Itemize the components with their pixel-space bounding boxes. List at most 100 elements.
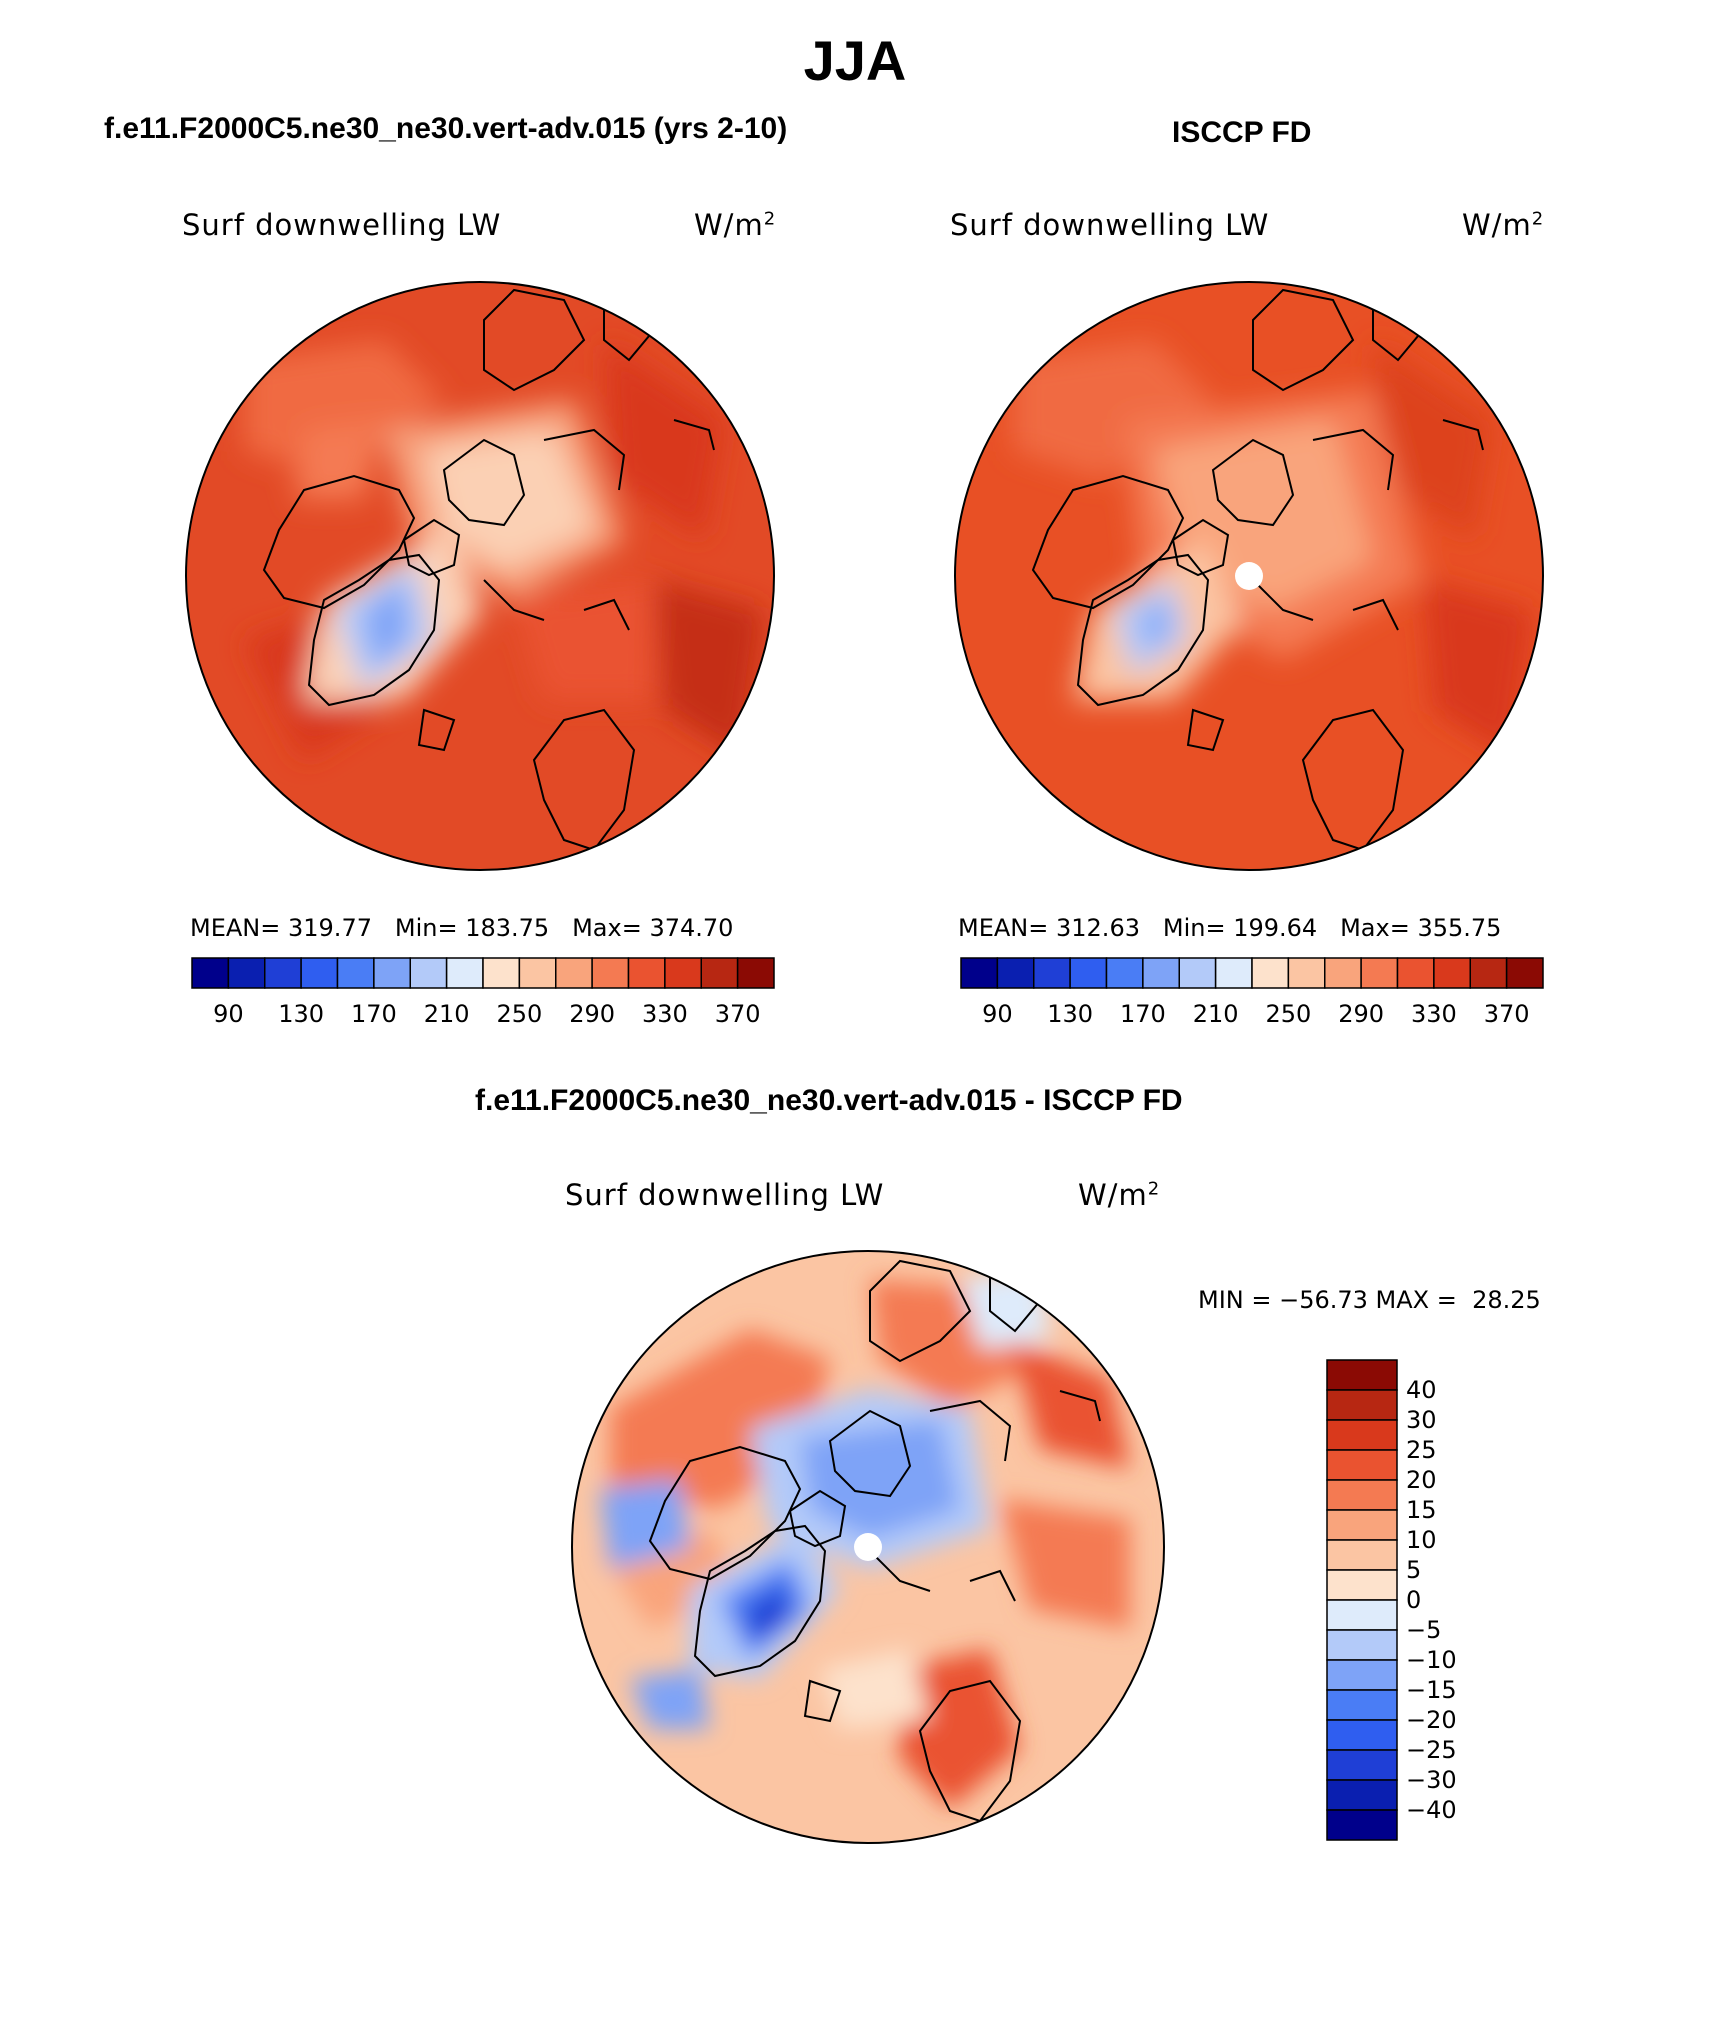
missing-data-pole [1235, 562, 1263, 590]
colorbar-swatch [1326, 1689, 1398, 1721]
colorbar-swatch [1326, 1389, 1398, 1421]
colorbar-tick-label: −5 [1406, 1616, 1442, 1644]
colorbar-swatch [482, 957, 521, 989]
panel-diff-variable-label: Surf downwelling LW [565, 1178, 885, 1212]
panel-obs-units: W/m2 [1462, 208, 1545, 242]
colorbar-swatch [1326, 1659, 1398, 1691]
colorbar-swatch [1326, 1749, 1398, 1781]
map-model [185, 281, 775, 871]
panel-obs-title: ISCCP FD [1172, 116, 1312, 149]
colorbar-tick-label: 250 [1265, 1000, 1312, 1028]
colorbar-swatch [227, 957, 266, 989]
colorbar-swatch [1469, 957, 1508, 989]
colorbar-swatch [1287, 957, 1326, 989]
colorbar-tick-label: 15 [1406, 1496, 1437, 1524]
panel-diff-units: W/m2 [1078, 1178, 1161, 1212]
panel-obs-variable-label: Surf downwelling LW [950, 208, 1270, 242]
colorbar-swatch [1069, 957, 1108, 989]
panel-diff-title: f.e11.F2000C5.ne30_ne30.vert-adv.015 - I… [475, 1084, 1183, 1117]
missing-data-pole [854, 1533, 882, 1561]
colorbar-swatch [445, 957, 484, 989]
colorbar-swatch [191, 957, 230, 989]
colorbar-tick-label: 330 [1410, 1000, 1457, 1028]
colorbar-swatch [1033, 957, 1071, 989]
colorbar-swatch [1360, 957, 1399, 989]
colorbar-swatch [409, 957, 448, 989]
colorbar-tick-label: 0 [1406, 1586, 1422, 1614]
colorbar-tick-label: −20 [1406, 1706, 1457, 1734]
colorbar-swatch [1326, 1719, 1398, 1751]
colorbar-tick-label: 90 [982, 1000, 1013, 1028]
colorbar-swatch [1326, 1629, 1398, 1661]
colorbar-swatch [1178, 957, 1217, 989]
colorbar-tick-label: 370 [1483, 1000, 1530, 1028]
colorbar-tick-label: 290 [569, 1000, 616, 1028]
colorbar-swatch [664, 957, 702, 989]
colorbar-swatch [1396, 957, 1435, 989]
colorbar-swatch [1326, 1359, 1398, 1391]
colorbar-swatch [518, 957, 557, 989]
colorbar-swatch [960, 957, 999, 989]
colorbar-swatch [555, 957, 593, 989]
colorbar-swatch [1105, 957, 1144, 989]
colorbar-tick-label: 210 [1192, 1000, 1239, 1028]
colorbar-tick-label: −10 [1406, 1646, 1457, 1674]
colorbar-tick-label: 30 [1406, 1406, 1437, 1434]
colorbar-tick-label: 170 [350, 1000, 397, 1028]
colorbar-model [191, 957, 775, 989]
colorbar-swatch [1214, 957, 1253, 989]
colorbar-tick-label: 290 [1338, 1000, 1385, 1028]
colorbar-swatch [627, 957, 666, 989]
colorbar-swatch [373, 957, 411, 989]
colorbar-tick-label: 370 [714, 1000, 761, 1028]
colorbar-tick-label: −15 [1406, 1676, 1457, 1704]
colorbar-swatch [1251, 957, 1290, 989]
colorbar-swatch [1326, 1449, 1398, 1481]
colorbar-swatch [1433, 957, 1471, 989]
colorbar-tick-label: 210 [423, 1000, 470, 1028]
colorbar-tick-label: 130 [1047, 1000, 1094, 1028]
colorbar-tick-label: 5 [1406, 1556, 1422, 1584]
colorbar-tick-label: 20 [1406, 1466, 1437, 1494]
colorbar-tick-label: 130 [278, 1000, 325, 1028]
colorbar-tick-label: 170 [1119, 1000, 1166, 1028]
colorbar-swatch [1142, 957, 1180, 989]
colorbar-swatch [1326, 1779, 1398, 1811]
colorbar-swatch [1326, 1509, 1398, 1541]
panel-model-variable-label: Surf downwelling LW [182, 208, 502, 242]
colorbar-swatch [264, 957, 302, 989]
colorbar-swatch [1505, 957, 1544, 989]
colorbar-swatch [1324, 957, 1362, 989]
colorbar-tick-label: 90 [213, 1000, 244, 1028]
colorbar-tick-label: −30 [1406, 1766, 1457, 1794]
map-difference [571, 1250, 1165, 1844]
colorbar-swatch [700, 957, 739, 989]
colorbar-tick-label: 250 [496, 1000, 543, 1028]
colorbar-swatch [300, 957, 339, 989]
colorbar-tick-label: 25 [1406, 1436, 1437, 1464]
colorbar-swatch [1326, 1569, 1398, 1601]
colorbar-swatch [591, 957, 630, 989]
map-obs [954, 281, 1544, 871]
panel-obs-stats: MEAN= 312.63 Min= 199.64 Max= 355.75 [958, 914, 1502, 942]
colorbar-swatch [1326, 1599, 1398, 1631]
panel-diff-minmax: MIN = −56.73 MAX = 28.25 [1198, 1286, 1541, 1314]
colorbar-swatch [736, 957, 775, 989]
colorbar-difference [1326, 1359, 1398, 1841]
panel-model-title: f.e11.F2000C5.ne30_ne30.vert-adv.015 (yr… [104, 112, 788, 145]
colorbar-tick-label: 10 [1406, 1526, 1437, 1554]
colorbar-swatch [1326, 1479, 1398, 1511]
colorbar-swatch [996, 957, 1035, 989]
colorbar-swatch [1326, 1539, 1398, 1571]
colorbar-swatch [1326, 1419, 1398, 1451]
colorbar-tick-label: 40 [1406, 1376, 1437, 1404]
colorbar-tick-label: 330 [641, 1000, 688, 1028]
colorbar-swatch [336, 957, 375, 989]
colorbar-tick-label: −40 [1406, 1796, 1457, 1824]
colorbar-obs [960, 957, 1544, 989]
panel-model-units: W/m2 [694, 208, 777, 242]
colorbar-swatch [1326, 1809, 1398, 1841]
panel-model-stats: MEAN= 319.77 Min= 183.75 Max= 374.70 [190, 914, 734, 942]
colorbar-tick-label: −25 [1406, 1736, 1457, 1764]
page-title: JJA [803, 29, 907, 92]
